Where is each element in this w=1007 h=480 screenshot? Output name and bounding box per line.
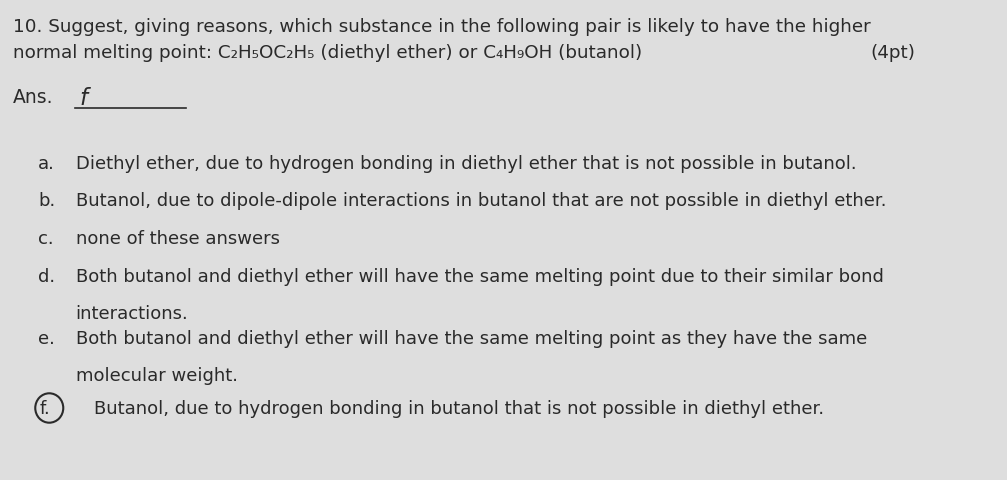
Text: Butanol, due to dipole-dipole interactions in butanol that are not possible in d: Butanol, due to dipole-dipole interactio… [76,192,886,210]
Text: Both butanol and diethyl ether will have the same melting point due to their sim: Both butanol and diethyl ether will have… [76,268,883,286]
Text: 10. Suggest, giving reasons, which substance in the following pair is likely to : 10. Suggest, giving reasons, which subst… [13,18,871,36]
Text: c.: c. [38,230,54,248]
Text: Diethyl ether, due to hydrogen bonding in diethyl ether that is not possible in : Diethyl ether, due to hydrogen bonding i… [76,155,856,173]
Text: d.: d. [38,268,55,286]
Text: f.: f. [39,400,50,418]
Text: e.: e. [38,330,55,348]
Text: normal melting point: C₂H₅OC₂H₅ (diethyl ether) or C₄H₉OH (butanol): normal melting point: C₂H₅OC₂H₅ (diethyl… [13,44,642,62]
Text: (4pt): (4pt) [870,44,915,62]
Text: Ans.: Ans. [13,88,53,107]
Text: f: f [80,87,88,110]
Text: Butanol, due to hydrogen bonding in butanol that is not possible in diethyl ethe: Butanol, due to hydrogen bonding in buta… [94,400,824,418]
Text: a.: a. [38,155,55,173]
Text: interactions.: interactions. [76,305,188,323]
Text: Both butanol and diethyl ether will have the same melting point as they have the: Both butanol and diethyl ether will have… [76,330,867,348]
Text: b.: b. [38,192,55,210]
Text: molecular weight.: molecular weight. [76,367,238,385]
Text: none of these answers: none of these answers [76,230,280,248]
